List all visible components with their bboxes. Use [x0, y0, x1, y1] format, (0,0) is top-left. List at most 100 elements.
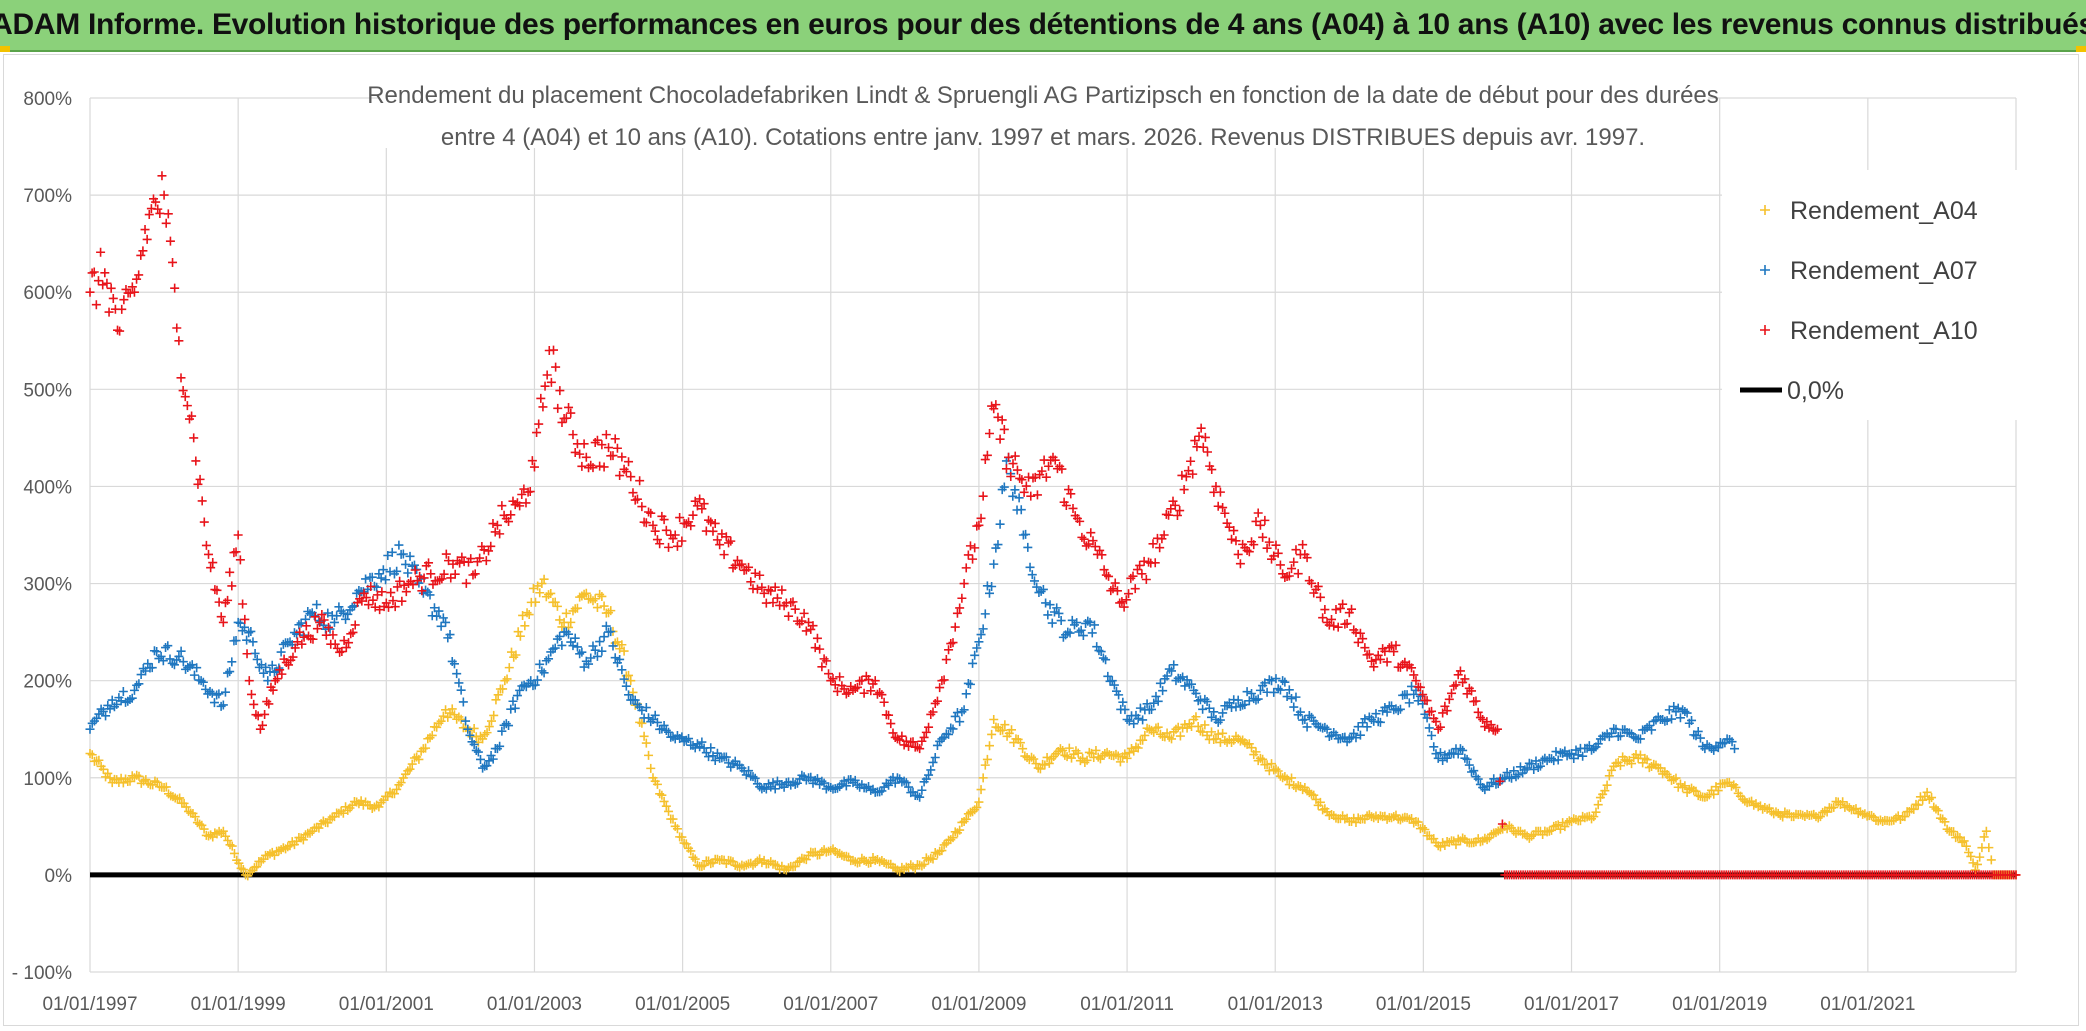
data-point [606, 627, 616, 637]
data-point [498, 684, 508, 694]
data-point [539, 574, 549, 584]
data-point [272, 674, 282, 684]
data-point [1475, 779, 1485, 789]
data-point [1298, 715, 1308, 725]
data-point [1132, 565, 1142, 575]
data-point [1497, 819, 1507, 829]
data-point [1442, 706, 1452, 716]
data-point [1289, 702, 1299, 712]
data-point [182, 401, 192, 411]
data-point [661, 801, 671, 811]
data-point [1462, 754, 1472, 764]
data-point [1137, 569, 1147, 579]
data-point [610, 653, 620, 663]
data-point [1940, 817, 1950, 827]
data-point [879, 697, 889, 707]
data-point [1222, 518, 1232, 528]
y-tick-label: 500% [23, 380, 72, 401]
data-point [1331, 605, 1341, 615]
data-point [1587, 814, 1597, 824]
data-point [912, 791, 922, 801]
data-point [993, 540, 1003, 550]
data-point [610, 434, 620, 444]
data-point [1571, 745, 1581, 755]
data-point [1647, 761, 1657, 771]
data-point [223, 836, 233, 846]
data-point [1607, 728, 1617, 738]
legend-marker-swatch [1760, 205, 1770, 215]
data-point [624, 690, 634, 700]
data-point [1922, 787, 1932, 797]
data-point [1509, 766, 1519, 776]
data-point [249, 699, 259, 709]
data-point [601, 621, 611, 631]
data-point [515, 631, 525, 641]
data-point [1415, 682, 1425, 692]
data-point [1542, 827, 1552, 837]
data-point [810, 643, 820, 653]
data-point [473, 747, 483, 757]
data-point [471, 745, 481, 755]
data-point [1520, 829, 1530, 839]
data-point [1438, 708, 1448, 718]
data-point [724, 538, 734, 548]
data-point [98, 764, 108, 774]
data-point [264, 699, 274, 709]
data-point [553, 403, 563, 413]
legend-marker-swatch [1760, 265, 1770, 275]
data-point [1012, 465, 1022, 475]
data-point [482, 761, 492, 771]
data-point [493, 690, 503, 700]
data-point [557, 417, 567, 427]
data-point [1407, 663, 1417, 673]
data-point [1229, 735, 1239, 745]
data-point [537, 666, 547, 676]
x-tick-label: 01/01/2021 [1820, 994, 1915, 1015]
data-point [1062, 752, 1072, 762]
data-point [980, 609, 990, 619]
data-point [941, 655, 951, 665]
data-point [425, 590, 435, 600]
data-point [295, 627, 305, 637]
data-point [327, 812, 337, 822]
data-point [551, 362, 561, 372]
data-point [606, 606, 616, 616]
data-point [339, 636, 349, 646]
data-point [208, 558, 218, 568]
x-tick-label: 01/01/1997 [42, 994, 137, 1015]
data-point [1124, 589, 1134, 599]
series-rendement-a04 [85, 574, 2021, 881]
data-point [324, 622, 334, 632]
data-point [506, 510, 516, 520]
data-point [1027, 752, 1037, 762]
data-point [1433, 753, 1443, 763]
data-point [1158, 686, 1168, 696]
data-point [512, 498, 522, 508]
data-point [1591, 807, 1601, 817]
data-point [1075, 516, 1085, 526]
data-point [890, 778, 900, 788]
data-point [599, 632, 609, 642]
data-point [119, 295, 129, 305]
data-point [635, 717, 645, 727]
data-point [1155, 543, 1165, 553]
y-tick-label: 600% [23, 283, 72, 304]
data-point [364, 600, 374, 610]
data-point [328, 630, 338, 640]
data-point [108, 293, 118, 303]
data-point [1040, 760, 1050, 770]
data-point [1080, 757, 1090, 767]
data-point [225, 667, 235, 677]
data-point [335, 647, 345, 657]
data-point [1090, 542, 1100, 552]
data-point [138, 246, 148, 256]
data-point [650, 526, 660, 536]
data-point [89, 267, 99, 277]
data-point [1249, 540, 1259, 550]
data-point [231, 636, 241, 646]
data-point [968, 658, 978, 668]
data-point [968, 554, 978, 564]
data-point [1119, 602, 1129, 612]
data-point [976, 785, 986, 795]
data-point [1469, 766, 1479, 776]
